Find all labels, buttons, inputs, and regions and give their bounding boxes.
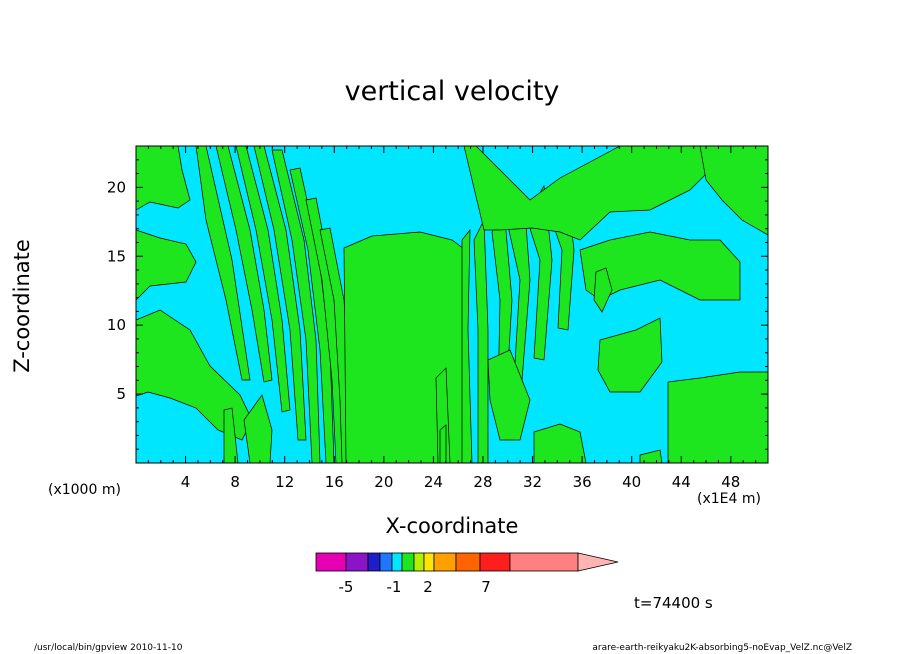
field-region (289, 167, 335, 463)
plot-area (136, 146, 768, 463)
field-region (136, 146, 191, 211)
field-region (593, 267, 613, 313)
colorbar-segment (391, 552, 403, 572)
x-tick-label: 16 (325, 473, 344, 491)
field-region (533, 423, 587, 463)
field-region (597, 317, 663, 393)
x-axis-label: X-coordinate (385, 514, 519, 538)
footer-left: /usr/local/bin/gpview 2010-11-10 (34, 643, 183, 653)
field-region (305, 197, 345, 463)
time-label: t=74400 s (634, 594, 713, 612)
field-region (223, 407, 239, 463)
colorbar-segment (509, 552, 579, 572)
field-region (343, 231, 469, 463)
field-region (271, 149, 321, 463)
field-region (487, 349, 531, 441)
y-tick-label: 10 (107, 316, 126, 334)
x-axis-unit: (x1E4 m) (697, 491, 761, 507)
colorbar-segment (479, 552, 511, 572)
x-tick-label: 36 (573, 473, 592, 491)
colorbar-arrow (577, 552, 619, 572)
colorbar-label: -1 (387, 578, 402, 596)
colorbar-segment (433, 552, 457, 572)
x-tick-label: 28 (473, 473, 492, 491)
field-region (463, 146, 721, 241)
footer-right: arare-earth-reikyaku2K-absorbing5-noEvap… (592, 643, 852, 653)
field-region (215, 146, 273, 383)
colorbar: -5 -1 2 7 (315, 552, 619, 596)
field-region (136, 309, 253, 441)
field-region (253, 146, 307, 441)
field-region (243, 394, 273, 463)
colorbar-segment (315, 552, 347, 572)
field-region (439, 424, 447, 463)
x-tick-label: 24 (424, 473, 443, 491)
x-tick-label: 4 (181, 473, 191, 491)
colorbar-segment (455, 552, 481, 572)
field-region (667, 371, 768, 463)
x-tick-label: 20 (374, 473, 393, 491)
field-region (435, 367, 451, 463)
y-tick-label: 5 (116, 385, 126, 403)
x-tick-label: 12 (275, 473, 294, 491)
colorbar-label: -5 (339, 578, 354, 596)
field-region (235, 146, 291, 413)
field-region (699, 146, 768, 236)
plot-frame (135, 145, 769, 464)
field-region (639, 449, 663, 463)
x-tick-label: 44 (672, 473, 691, 491)
y-axis-unit: (x1000 m) (48, 482, 121, 498)
colorbar-segment (379, 552, 393, 572)
x-tick-label: 40 (622, 473, 641, 491)
colorbar-segment (413, 552, 425, 572)
x-tick-label: 48 (721, 473, 740, 491)
chart-title: vertical velocity (344, 76, 560, 107)
x-tick-label: 8 (230, 473, 240, 491)
colorbar-segment (423, 552, 435, 572)
colorbar-label: 7 (481, 578, 491, 596)
y-tick-label: 15 (107, 247, 126, 265)
field-region (195, 146, 251, 381)
colorbar-segment (401, 552, 415, 572)
colorbar-segment (367, 552, 381, 572)
field-region (319, 227, 351, 463)
colorbar-label: 2 (423, 578, 433, 596)
field-region (461, 228, 473, 463)
x-tick-label: 32 (523, 473, 542, 491)
y-tick-label: 20 (107, 178, 126, 196)
colorbar-segment (345, 552, 369, 572)
